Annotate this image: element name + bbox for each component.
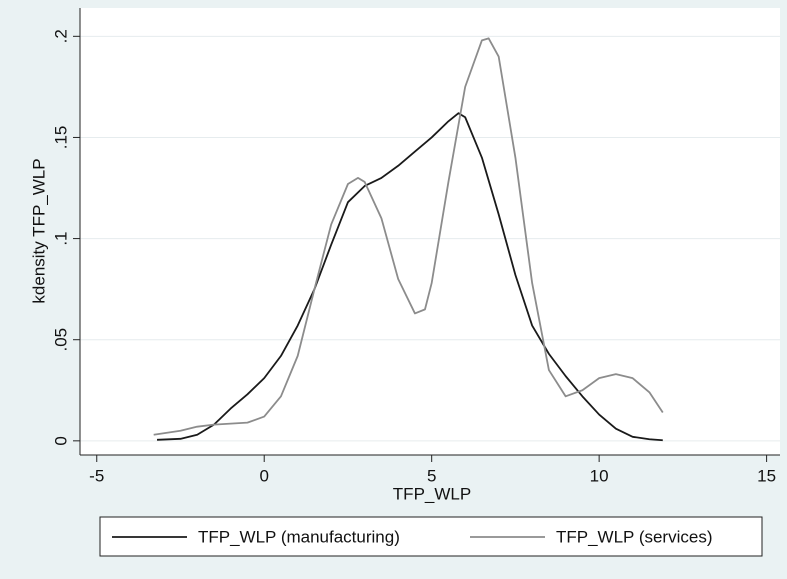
y-axis-title: kdensity TFP_WLP	[29, 158, 48, 303]
line	[156, 112, 663, 442]
plot-area	[80, 8, 780, 455]
x-tick-label: 10	[590, 466, 609, 485]
y-tick-label: 0	[51, 436, 70, 445]
x-tick-label: 0	[259, 466, 268, 485]
x-tick-label: 5	[427, 466, 436, 485]
x-tick-label: 15	[757, 466, 776, 485]
x-axis-title: TFP_WLP	[393, 484, 471, 503]
legend-label: TFP_WLP (services)	[556, 527, 713, 546]
legend-box	[99, 516, 763, 557]
legend-label: TFP_WLP (manufacturing)	[198, 527, 400, 546]
y-tick-label: .05	[51, 328, 70, 352]
y-tick-label: .1	[51, 231, 70, 245]
y-tick-label: .2	[51, 29, 70, 43]
y-tick-label: .15	[51, 126, 70, 150]
x-tick-label: -5	[89, 466, 104, 485]
line	[153, 37, 664, 436]
